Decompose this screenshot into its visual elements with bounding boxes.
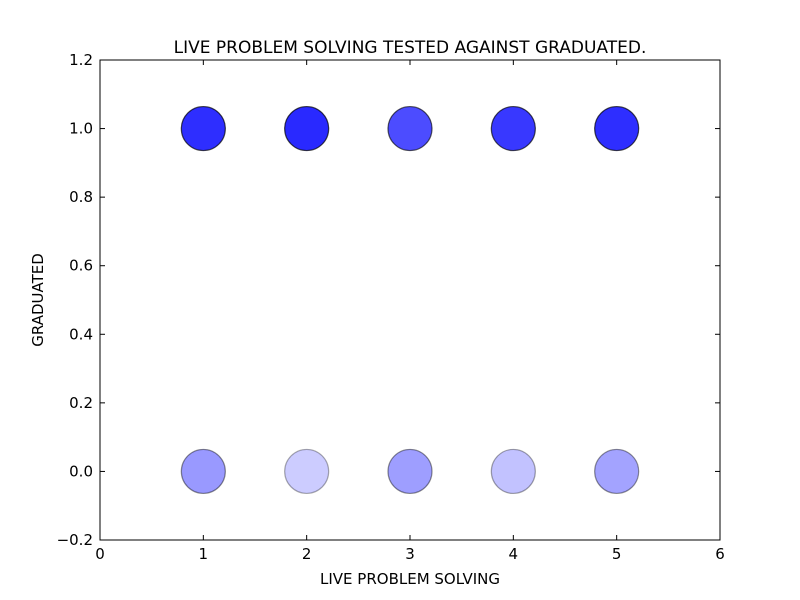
y-tick-label: 0.2 bbox=[69, 394, 93, 412]
x-tick-label: 0 bbox=[95, 545, 105, 563]
y-tick-label: 1.0 bbox=[69, 120, 93, 138]
x-tick-label: 2 bbox=[302, 545, 312, 563]
data-point-10 bbox=[594, 448, 640, 495]
x-axis-label: LIVE PROBLEM SOLVING bbox=[320, 570, 500, 588]
chart-title: LIVE PROBLEM SOLVING TESTED AGAINST GRAD… bbox=[174, 38, 647, 58]
x-tick-label: 4 bbox=[509, 545, 519, 563]
data-point-1 bbox=[180, 105, 226, 152]
x-tick-label: 3 bbox=[405, 545, 415, 563]
y-tick-label: 0.6 bbox=[69, 257, 93, 275]
y-tick-label: 0.0 bbox=[69, 462, 93, 480]
x-tick-label: 6 bbox=[715, 545, 725, 563]
data-point-6 bbox=[180, 448, 226, 495]
y-tick-label: 1.2 bbox=[69, 51, 93, 69]
data-point-2 bbox=[284, 105, 330, 152]
y-axis-label: GRADUATED bbox=[29, 253, 47, 347]
x-tick-label: 1 bbox=[199, 545, 209, 563]
data-point-8 bbox=[387, 448, 433, 495]
data-point-9 bbox=[490, 448, 536, 495]
x-tick-label: 5 bbox=[612, 545, 622, 563]
data-point-7 bbox=[284, 448, 330, 495]
axis-ticks: 0 1 2 3 4 5 6 −0.2 0.0 0.2 0.4 0.6 0.8 1.0 1.2 bbox=[57, 51, 725, 563]
plot-area bbox=[180, 105, 640, 495]
y-tick-label: 0.8 bbox=[69, 188, 93, 206]
data-point-3 bbox=[387, 105, 433, 152]
data-point-5 bbox=[594, 105, 640, 152]
y-tick-label: 0.4 bbox=[69, 325, 93, 343]
y-tick-label: −0.2 bbox=[57, 531, 93, 549]
data-point-4 bbox=[490, 105, 536, 152]
